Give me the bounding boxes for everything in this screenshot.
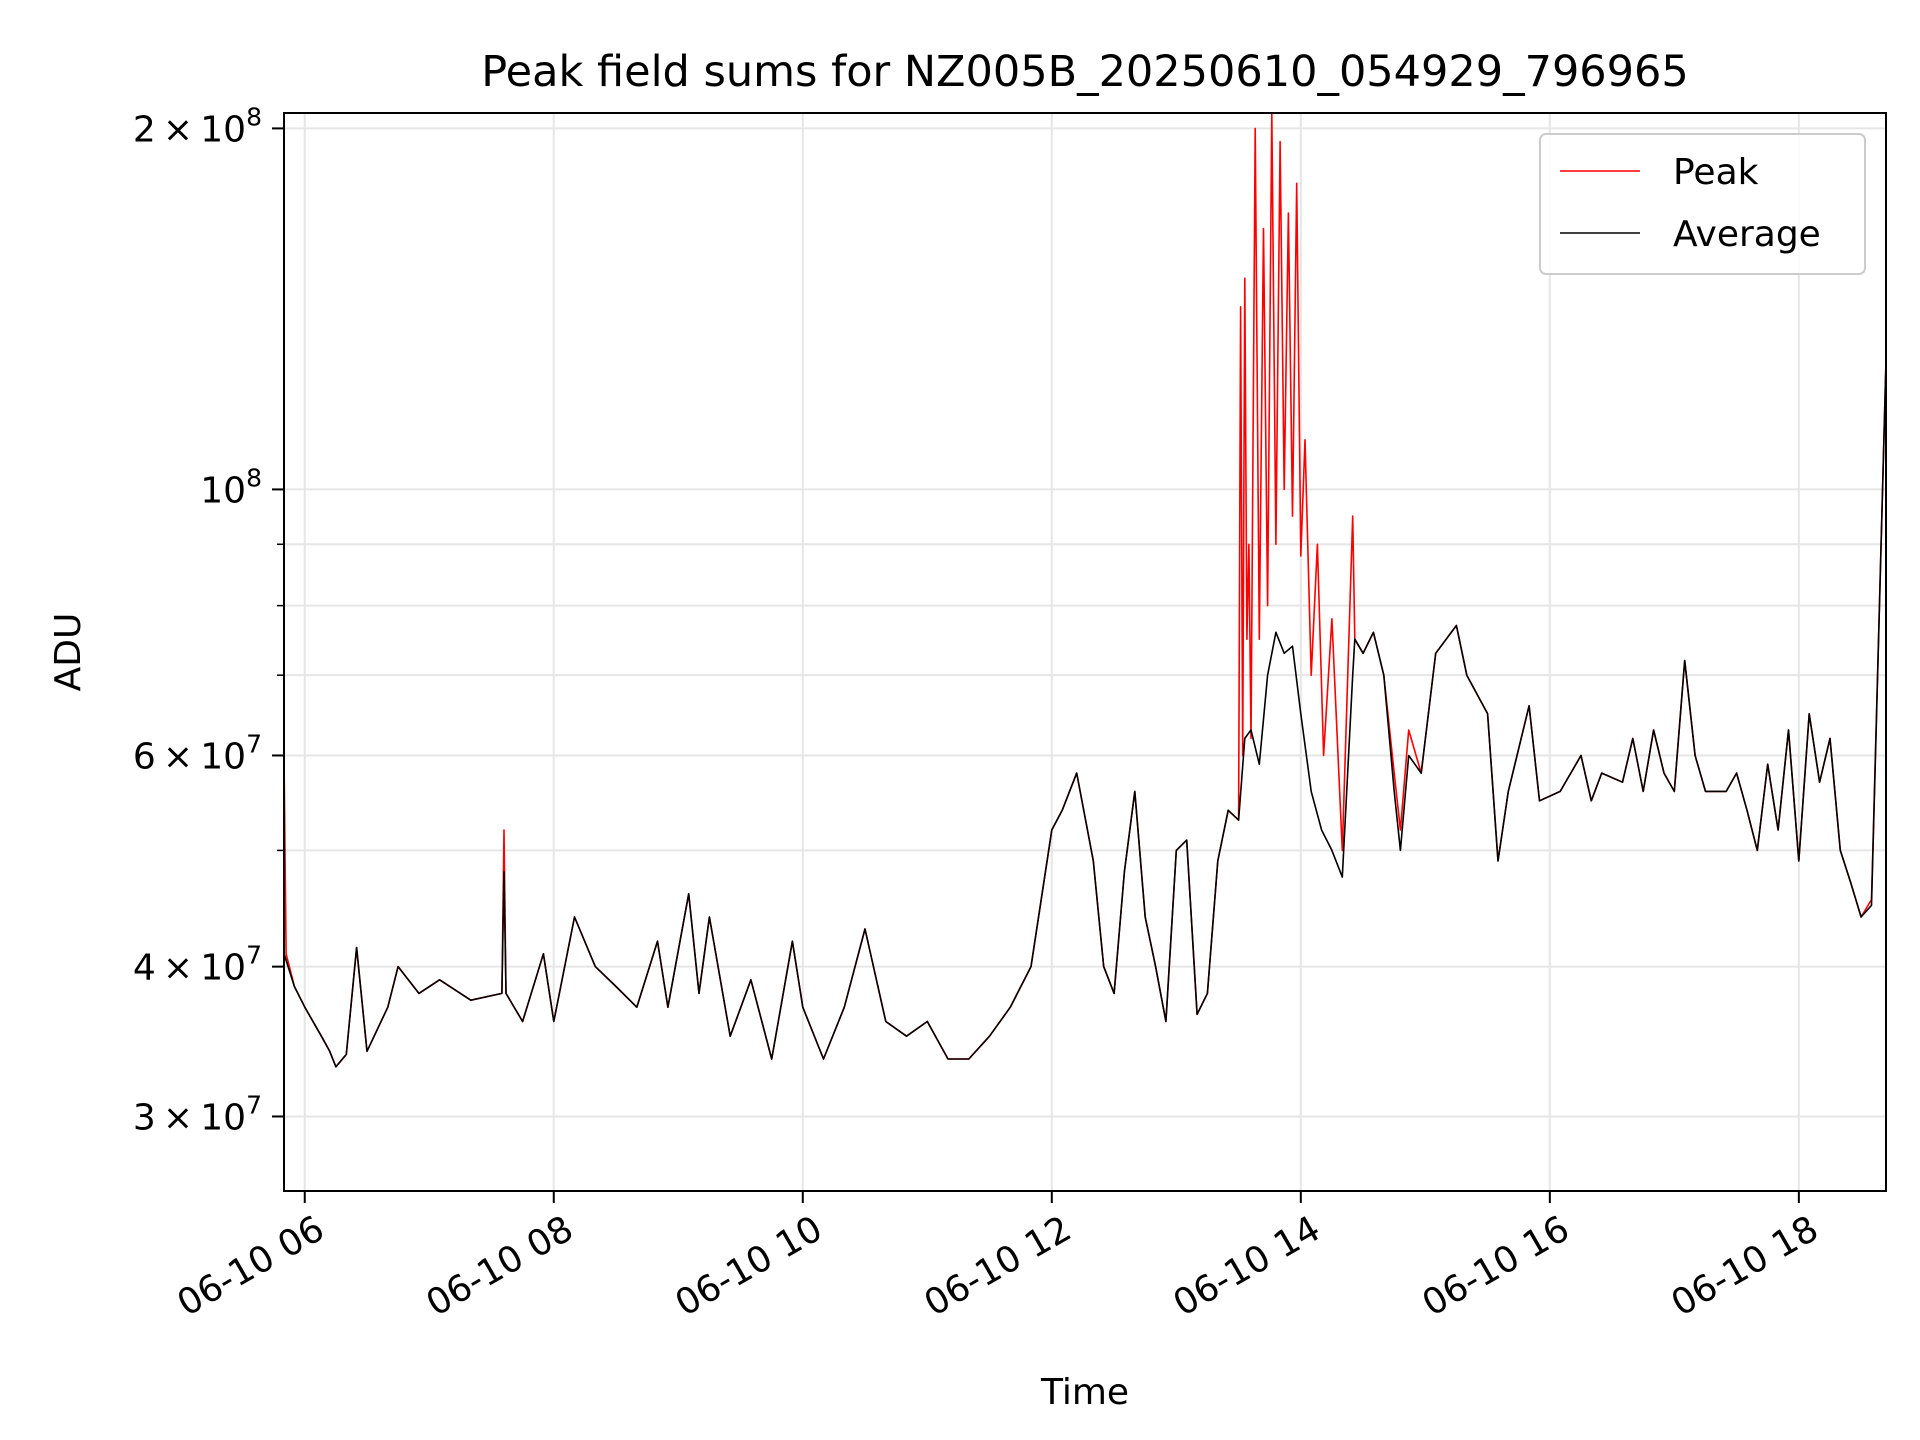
legend-label-average: Average — [1673, 214, 1821, 255]
chart-title: Peak field sums for NZ005B_20250610_0549… — [481, 47, 1689, 97]
series-line-average — [283, 360, 1887, 1068]
y-tick-label: 108 — [200, 463, 262, 511]
y-axis: 3 × 107 4 × 107 6 × 107 108 2 × 108 — [133, 102, 284, 1138]
y-tick-label: 4 × 107 — [133, 941, 262, 989]
series-layer — [283, 112, 1887, 1068]
y-axis-label: ADU — [48, 613, 89, 692]
plot-frame — [283, 112, 1887, 1192]
legend-box — [1539, 133, 1866, 275]
grid — [284, 113, 1886, 1191]
legend: Peak Average — [1539, 133, 1866, 275]
legend-label-peak: Peak — [1673, 152, 1759, 193]
y-tick-label: 3 × 107 — [133, 1090, 262, 1138]
y-tick-label: 2 × 108 — [133, 102, 262, 150]
x-axis-label: Time — [1040, 1372, 1129, 1413]
y-tick-label: 6 × 107 — [133, 729, 262, 777]
